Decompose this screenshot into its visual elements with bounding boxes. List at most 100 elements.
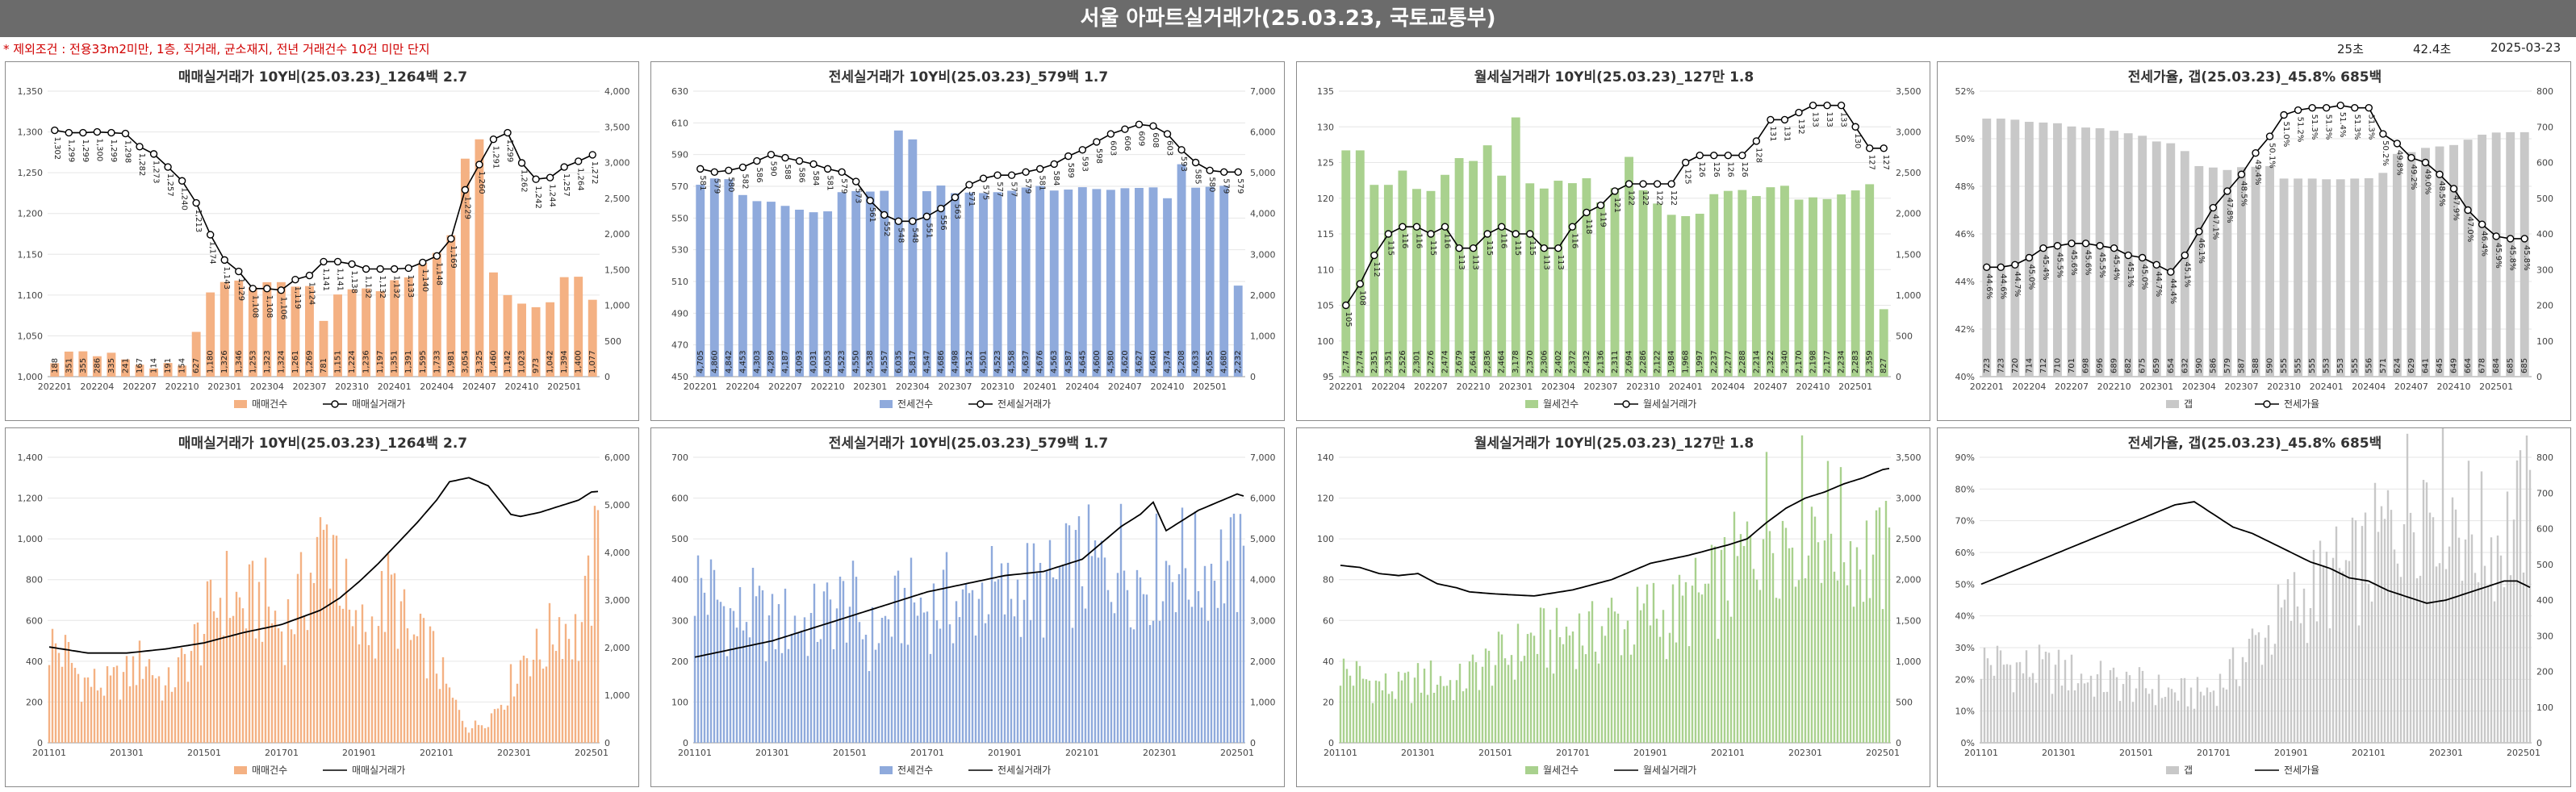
bar-data-label: 4,538	[866, 350, 875, 373]
bar-data-label: 555	[2308, 358, 2317, 373]
legend-bar-label: 전세건수	[897, 765, 933, 776]
x-tick: 202301	[1788, 748, 1822, 758]
line-data-label: 116	[1414, 233, 1423, 248]
bar	[1378, 681, 1381, 743]
line-data-label: 552	[882, 221, 891, 236]
bar	[2464, 539, 2467, 743]
line-data-label: 1,302	[52, 137, 61, 160]
chart-panel-wolse-history: 월세실거래가 10Y비(25.03.23)_127만 1.8 0 20 40 60 80 1…	[1296, 427, 1930, 787]
bar	[1658, 636, 1662, 743]
bar	[2018, 661, 2022, 743]
bar-data-label: 2,340	[1780, 350, 1789, 373]
line-data-label: 47.9%	[2452, 195, 2461, 221]
bar	[2415, 578, 2419, 743]
bar	[538, 659, 542, 743]
line-point	[1997, 263, 2005, 272]
line-point	[1177, 146, 1186, 154]
bar	[1526, 634, 1529, 743]
legend-line-label: 월세실거래가	[1643, 765, 1696, 776]
bar	[102, 695, 106, 743]
line-data-label: 51.3%	[2324, 115, 2333, 140]
bar	[764, 661, 767, 743]
bar	[948, 624, 951, 743]
bar-data-label: 2,136	[1596, 350, 1605, 373]
y-right-tick: 4,000	[604, 548, 630, 558]
line-point	[2053, 242, 2062, 250]
line-point	[795, 156, 804, 165]
bar	[1458, 663, 1462, 743]
bar	[1120, 188, 1130, 377]
bar-data-label: 4,680	[1220, 350, 1229, 373]
bar	[1045, 571, 1048, 743]
line-point	[2280, 110, 2288, 119]
legend-bar-swatch	[234, 400, 247, 408]
bar-data-label: 4,547	[922, 350, 931, 373]
bar	[2241, 657, 2244, 743]
bar	[445, 683, 448, 743]
bar-data-label: 2,644	[1470, 350, 1478, 373]
y-left-tick: 52%	[1955, 86, 1975, 97]
bar	[261, 641, 264, 743]
bar	[993, 192, 1002, 377]
x-tick: 202210	[811, 381, 845, 392]
bar	[2028, 677, 2031, 743]
bar	[1471, 654, 1474, 743]
bar	[2322, 566, 2325, 743]
x-tick: 202404	[2352, 381, 2386, 392]
bar	[516, 683, 519, 743]
bar	[1420, 692, 1423, 743]
bar	[312, 582, 316, 743]
line-data-label: 586	[797, 168, 806, 183]
bar-data-label: 2,232	[1234, 350, 1243, 373]
bar	[1684, 581, 1687, 743]
bar	[306, 630, 309, 743]
bar	[2461, 581, 2464, 743]
bar	[2238, 686, 2241, 743]
bar	[419, 613, 422, 743]
bar	[564, 623, 567, 743]
bar	[1768, 531, 1771, 743]
bar	[393, 573, 396, 743]
bar	[2525, 435, 2528, 743]
line-data-label: 115	[1386, 240, 1395, 256]
y-right-tick: 2,000	[1250, 290, 1276, 301]
y-left-tick: 100	[1317, 336, 1334, 347]
bar	[2467, 461, 2470, 743]
bar	[270, 623, 274, 743]
bar	[2491, 132, 2501, 377]
bar	[1584, 654, 1587, 743]
bar-data-label: 167	[136, 358, 144, 373]
line-data-label: 133	[1811, 112, 1820, 127]
bar	[1007, 190, 1017, 377]
line-point	[1653, 180, 1662, 188]
line-data-label: 121	[1612, 198, 1621, 213]
line-data-label: 609	[1136, 131, 1145, 146]
line-point	[1078, 146, 1087, 154]
y-right-tick: 4,000	[604, 86, 630, 97]
x-tick: 201301	[2042, 748, 2076, 758]
bar-data-label: 2,311	[1611, 350, 1620, 373]
line-point	[738, 163, 747, 172]
bar-data-label: 682	[2124, 358, 2133, 373]
line-data-label: 49.0%	[2423, 169, 2432, 195]
y-left-tick: 1,050	[18, 331, 44, 341]
y-left-tick: 105	[1317, 301, 1334, 311]
y-right-tick: 2,500	[604, 194, 630, 204]
y-right-tick: 6,000	[1250, 127, 1276, 138]
x-tick: 202304	[896, 381, 930, 392]
bar	[2499, 555, 2503, 743]
y-left-tick: 30%	[1955, 643, 1975, 653]
y-left-tick: 135	[1317, 86, 1334, 97]
line-data-label: 580	[1207, 177, 1216, 192]
bar	[2341, 571, 2344, 743]
bar-data-label: 1,997	[1696, 350, 1704, 373]
bar	[1113, 613, 1116, 743]
x-tick: 202404	[1065, 381, 1099, 392]
bar	[761, 590, 764, 743]
chart-panel-jeonse-history: 전세실거래가 10Y비(25.03.23)_579백 1.7 0 100 200 300…	[650, 427, 1285, 787]
bar	[1626, 620, 1629, 743]
bar	[1097, 557, 1100, 743]
bar	[910, 557, 913, 743]
bar-data-label: 4,289	[767, 350, 776, 373]
bar	[1064, 523, 1068, 743]
